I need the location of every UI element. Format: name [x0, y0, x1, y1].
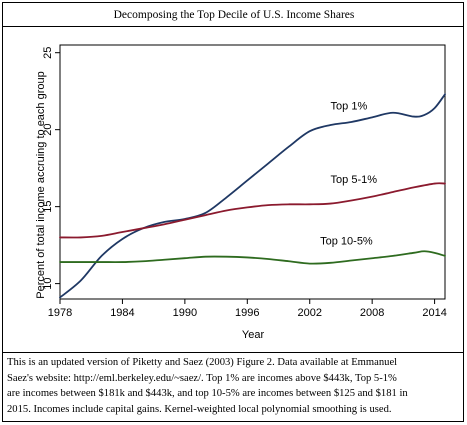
x-tick-label: 1996 — [235, 307, 259, 319]
y-axis-label: Percent of total income accruing to each… — [35, 71, 47, 298]
series-line — [59, 93, 446, 299]
caption-line: This is an updated version of Piketty an… — [7, 357, 398, 368]
series-label: Top 1% — [331, 101, 368, 113]
title-rule — [3, 26, 463, 27]
caption-line: are incomes between $181k and $443k, and… — [7, 388, 408, 400]
caption-line: 2015. Incomes include capital gains. Ker… — [7, 403, 392, 415]
caption-line: Saez's website: http://eml.berkeley.edu/… — [7, 372, 397, 384]
figure-frame: Decomposing the Top Decile of U.S. Incom… — [2, 2, 464, 422]
series-line — [59, 182, 446, 239]
y-tick-label: 25 — [42, 47, 54, 59]
series-label: Top 10-5% — [320, 235, 373, 247]
y-tick-label: 15 — [42, 201, 54, 213]
y-tick-label: 20 — [42, 124, 54, 136]
x-axis-label: Year — [242, 329, 265, 341]
x-tick-label: 2014 — [422, 307, 446, 319]
x-tick-label: 1978 — [48, 307, 72, 319]
line-chart: 10 15 20 25 1978 1984 1990 1996 2002 2008 2014 Top … — [35, 44, 447, 341]
x-tick-label: 1984 — [110, 307, 134, 319]
x-tick-label: 1990 — [173, 307, 197, 319]
y-tick-label: 10 — [42, 277, 54, 289]
x-tick-label: 2008 — [360, 307, 384, 319]
series-line — [59, 250, 446, 265]
caption-rule — [3, 352, 463, 353]
series-label: Top 5-1% — [331, 174, 378, 186]
figure-caption: This is an updated version of Piketty an… — [7, 355, 459, 417]
x-tick-label: 2002 — [297, 307, 321, 319]
chart-title: Decomposing the Top Decile of U.S. Incom… — [113, 9, 355, 21]
plot-border — [59, 44, 446, 300]
